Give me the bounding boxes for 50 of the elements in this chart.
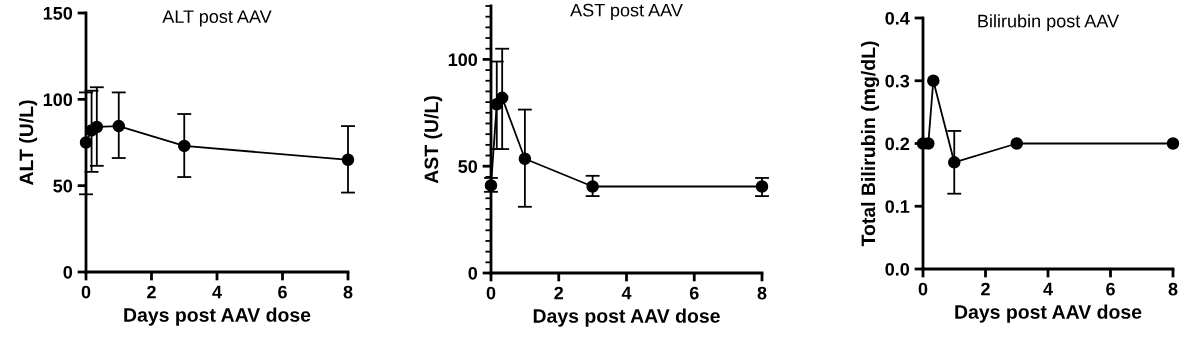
chart-title: Bilirubin post AAV [978, 14, 1120, 31]
x-tick-label: 4 [621, 286, 632, 300]
x-tick-label: 6 [689, 286, 699, 300]
point [79, 136, 93, 149]
y-tick-label: 50 [458, 160, 478, 173]
point [341, 153, 355, 167]
x-tick-label: 6 [1106, 282, 1115, 296]
y-tick-label: 0 [468, 266, 478, 280]
x-tick-label: 0 [81, 285, 91, 299]
point [1166, 137, 1180, 150]
y-tick-label: 150 [43, 6, 73, 20]
y-tick-label: 0.1 [885, 200, 910, 213]
y-tick-label: 50 [53, 179, 73, 193]
x-tick-label: 0 [486, 286, 496, 300]
point [495, 91, 509, 105]
y-tick-label: 100 [43, 93, 73, 107]
y-tick-label: 100 [448, 53, 478, 67]
y-tick-label: 0.3 [885, 74, 910, 88]
x-tick-label: 0 [918, 282, 928, 296]
chart-title: ALT post AAV [162, 10, 272, 27]
x-tick-label: 2 [554, 286, 564, 300]
y-axis-title: ALT (U/L) [19, 100, 38, 186]
x-axis-title: Days post AAV dose [955, 304, 1142, 323]
x-axis-title: Days post AAV dose [124, 307, 311, 326]
y-tick-label: 0.2 [885, 137, 910, 151]
y-tick-label: 0 [63, 265, 73, 279]
x-tick-label: 8 [757, 286, 767, 300]
point [112, 119, 126, 133]
point [755, 180, 769, 193]
x-tick-label: 2 [981, 282, 990, 296]
point [586, 180, 599, 193]
y-axis-title: AST (U/L) [424, 96, 443, 184]
x-tick-label: 4 [212, 285, 222, 299]
chart-title: AST post AAV [570, 3, 683, 21]
y-tick-label: 0.4 [885, 11, 910, 25]
point [518, 152, 532, 165]
y-tick-label: 0.0 [885, 262, 910, 276]
point [484, 179, 498, 192]
x-tick-label: 8 [343, 285, 353, 299]
x-tick-label: 4 [1043, 282, 1053, 296]
y-axis-title: Total Bilirubin (mg/dL) [860, 41, 880, 247]
x-axis-title: Days post AAV dose [533, 308, 720, 327]
x-tick-label: 2 [147, 285, 156, 299]
x-tick-label: 6 [278, 285, 287, 299]
point [1010, 137, 1024, 150]
point [177, 139, 191, 153]
point [90, 120, 104, 134]
point [927, 74, 940, 88]
point [947, 156, 961, 169]
x-tick-label: 8 [1168, 282, 1178, 296]
